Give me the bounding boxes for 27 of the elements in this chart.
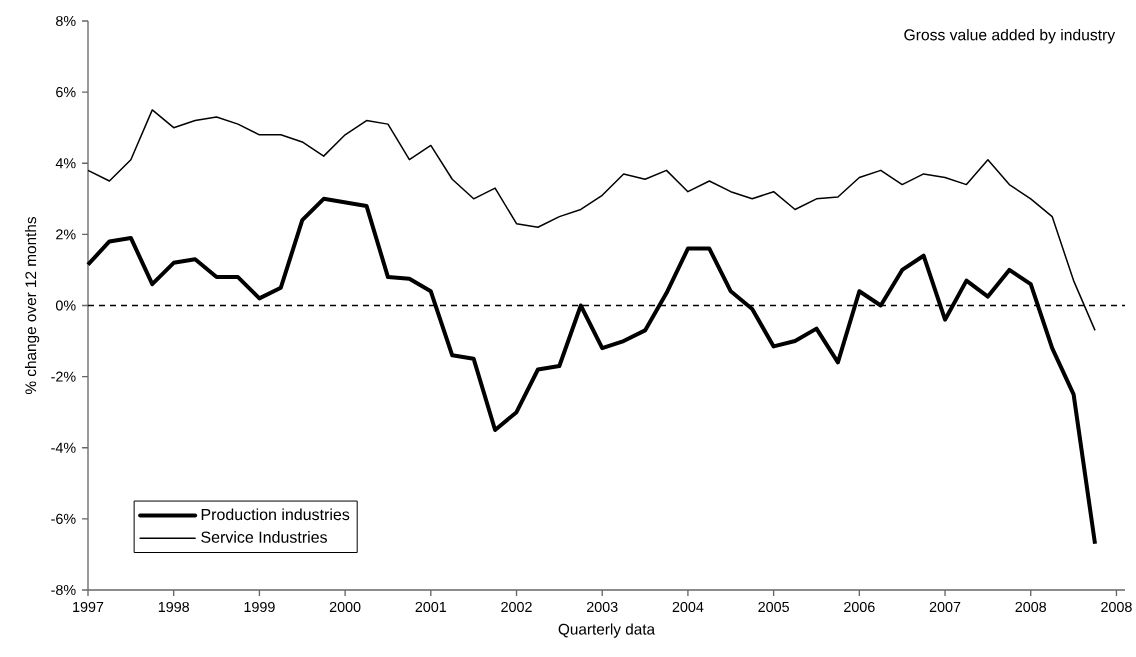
x-tick-label: 1998 [158,601,190,613]
x-axis-title: Quarterly data [558,623,656,638]
x-tick-label: 2000 [329,601,361,613]
x-tick-label: 2008 [1015,601,1047,613]
x-tick-label: 2002 [501,601,532,613]
y-tick-label: 0% [55,300,76,311]
y-tick-label: -4% [51,442,76,453]
x-tick-label: 2008 [1101,601,1132,613]
x-tick-label: 2004 [672,601,704,613]
legend-label: Production industries [201,508,350,521]
x-tick-label: 2006 [844,601,875,613]
y-tick-label: 2% [56,229,76,240]
y-axis-title: % change over 12 months [24,217,40,395]
y-tick-label: -2% [51,371,76,382]
y-tick-label: -6% [51,513,76,524]
legend-label: Service Industries [201,531,328,543]
y-tick-label: 6% [56,87,76,98]
x-tick-label: 2005 [758,601,789,613]
x-tick-label: 1997 [73,601,104,613]
y-tick-label: 4% [55,158,76,169]
x-tick-label: 2007 [929,601,961,613]
y-tick-label: 8% [56,15,76,27]
x-tick-label: 2003 [587,601,618,613]
x-tick-label: 2001 [415,601,447,613]
y-tick-label: -8% [51,584,76,596]
x-tick-label: 1999 [244,601,275,613]
chart-title: Gross value added by industry [904,28,1116,44]
